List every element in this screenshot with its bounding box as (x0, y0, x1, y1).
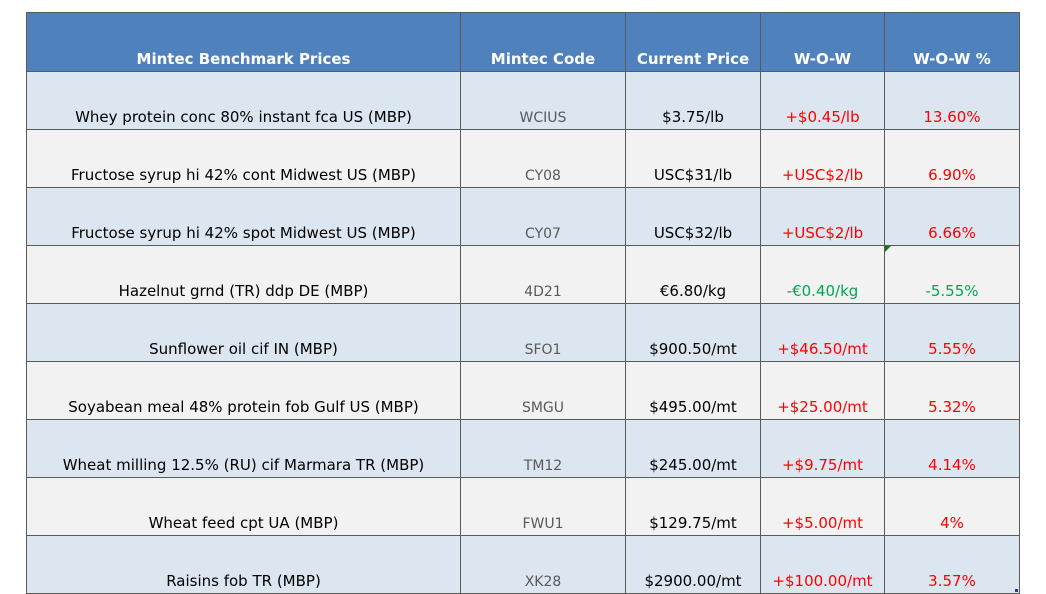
table-row: Soyabean meal 48% protein fob Gulf US (M… (26, 361, 1020, 420)
commodity-name-cell: Fructose syrup hi 42% spot Midwest US (M… (26, 187, 461, 246)
wow-pct-cell: 5.55% (884, 303, 1020, 362)
current-price-cell: $900.50/mt (625, 303, 761, 362)
commodity-name-cell: Sunflower oil cif IN (MBP) (26, 303, 461, 362)
wow-pct-cell: 5.32% (884, 361, 1020, 420)
table-row: Raisins fob TR (MBP) XK28 $2900.00/mt +$… (26, 535, 1020, 594)
cell-comment-marker (885, 246, 891, 252)
current-price-cell: $495.00/mt (625, 361, 761, 420)
mintec-code-cell: SMGU (460, 361, 626, 420)
current-price-cell: $2900.00/mt (625, 535, 761, 594)
current-price-cell: $245.00/mt (625, 419, 761, 478)
header-benchmark-prices: Mintec Benchmark Prices (26, 12, 461, 72)
current-price-cell: USC$32/lb (625, 187, 761, 246)
mintec-code-cell: SFO1 (460, 303, 626, 362)
commodity-name-cell: Hazelnut grnd (TR) ddp DE (MBP) (26, 245, 461, 304)
wow-pct-value: 3.57% (928, 572, 976, 590)
benchmark-prices-table-container: Mintec Benchmark Prices Mintec Code Curr… (26, 12, 1020, 594)
wow-pct-cell: 13.60% (884, 71, 1020, 130)
table-row: Wheat milling 12.5% (RU) cif Marmara TR … (26, 419, 1020, 478)
wow-change-cell: +$25.00/mt (760, 361, 885, 420)
benchmark-prices-table: Mintec Benchmark Prices Mintec Code Curr… (26, 12, 1020, 594)
commodity-name-cell: Soyabean meal 48% protein fob Gulf US (M… (26, 361, 461, 420)
mintec-code-cell: XK28 (460, 535, 626, 594)
wow-change-cell: +$100.00/mt (760, 535, 885, 594)
header-wow: W-O-W (760, 12, 885, 72)
commodity-name-cell: Fructose syrup hi 42% cont Midwest US (M… (26, 129, 461, 188)
table-row: Hazelnut grnd (TR) ddp DE (MBP) 4D21 €6.… (26, 245, 1020, 304)
mintec-code-cell: CY07 (460, 187, 626, 246)
wow-change-cell: +$9.75/mt (760, 419, 885, 478)
table-row: Fructose syrup hi 42% spot Midwest US (M… (26, 187, 1020, 246)
wow-change-cell: +USC$2/lb (760, 187, 885, 246)
commodity-name-cell: Wheat feed cpt UA (MBP) (26, 477, 461, 536)
table-row: Wheat feed cpt UA (MBP) FWU1 $129.75/mt … (26, 477, 1020, 536)
wow-pct-cell: -5.55% (884, 245, 1020, 304)
wow-change-cell: +USC$2/lb (760, 129, 885, 188)
table-row: Whey protein conc 80% instant fca US (MB… (26, 71, 1020, 130)
header-row: Mintec Benchmark Prices Mintec Code Curr… (26, 12, 1020, 72)
table-row: Sunflower oil cif IN (MBP) SFO1 $900.50/… (26, 303, 1020, 362)
wow-change-cell: +$0.45/lb (760, 71, 885, 130)
resize-handle-icon[interactable] (1015, 589, 1018, 592)
wow-change-cell: +$46.50/mt (760, 303, 885, 362)
wow-change-cell: -€0.40/kg (760, 245, 885, 304)
commodity-name-cell: Whey protein conc 80% instant fca US (MB… (26, 71, 461, 130)
commodity-name-cell: Wheat milling 12.5% (RU) cif Marmara TR … (26, 419, 461, 478)
current-price-cell: USC$31/lb (625, 129, 761, 188)
wow-pct-value: -5.55% (925, 282, 979, 300)
wow-change-cell: +$5.00/mt (760, 477, 885, 536)
mintec-code-cell: WCIUS (460, 71, 626, 130)
header-wow-pct: W-O-W % (884, 12, 1020, 72)
mintec-code-cell: FWU1 (460, 477, 626, 536)
wow-pct-cell: 6.90% (884, 129, 1020, 188)
current-price-cell: €6.80/kg (625, 245, 761, 304)
wow-pct-cell: 6.66% (884, 187, 1020, 246)
wow-pct-cell: 4% (884, 477, 1020, 536)
mintec-code-cell: 4D21 (460, 245, 626, 304)
wow-pct-cell: 3.57% (884, 535, 1020, 594)
current-price-cell: $3.75/lb (625, 71, 761, 130)
mintec-code-cell: TM12 (460, 419, 626, 478)
header-current-price: Current Price (625, 12, 761, 72)
current-price-cell: $129.75/mt (625, 477, 761, 536)
commodity-name-cell: Raisins fob TR (MBP) (26, 535, 461, 594)
wow-pct-cell: 4.14% (884, 419, 1020, 478)
mintec-code-cell: CY08 (460, 129, 626, 188)
table-row: Fructose syrup hi 42% cont Midwest US (M… (26, 129, 1020, 188)
header-mintec-code: Mintec Code (460, 12, 626, 72)
